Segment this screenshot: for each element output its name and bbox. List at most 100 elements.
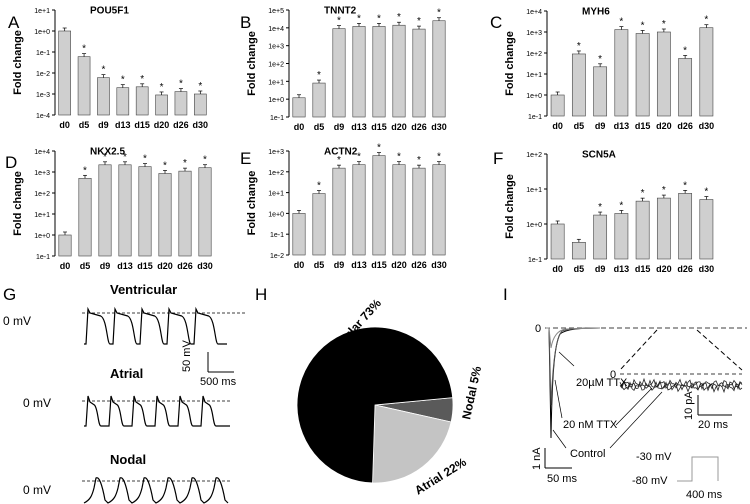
baseline-label-ventricular: 0 mV <box>3 314 31 328</box>
y-tick-label: 1e+1 <box>268 191 284 198</box>
zoom-guide-right <box>696 329 743 371</box>
y-tick-label: 1e+4 <box>34 149 50 156</box>
significance-marker: * <box>123 152 127 163</box>
y-tick-label: 1e+5 <box>268 8 284 15</box>
zoom-guide-left <box>619 329 658 371</box>
y-tick-label: 1e+0 <box>34 233 50 240</box>
bar <box>571 242 586 260</box>
x-tick-label: d30 <box>193 120 209 130</box>
significance-marker: * <box>337 16 341 27</box>
significance-marker: * <box>662 185 666 196</box>
y-tick-label: 1e+2 <box>34 191 50 198</box>
significance-marker: * <box>121 75 125 86</box>
significance-marker: * <box>641 188 645 199</box>
protocol-hold-label: -80 mV <box>632 475 668 487</box>
bar <box>78 178 92 257</box>
panel-g-action-potentials: Ventricular 0 mV 50 mV 500 ms Atrial 0 m… <box>3 282 245 504</box>
bar <box>699 199 714 260</box>
trace-title-nodal: Nodal <box>110 452 146 467</box>
y-tick-label: 1e+0 <box>526 222 542 229</box>
significance-marker: * <box>598 202 602 213</box>
x-tick-label: d15 <box>635 264 651 274</box>
significance-marker: * <box>357 13 361 24</box>
x-tick-label: d15 <box>137 261 153 271</box>
x-tick-label: d5 <box>79 120 90 130</box>
bar <box>174 91 188 116</box>
significance-marker: * <box>82 44 86 55</box>
trace-title-ventricular: Ventricular <box>110 282 177 297</box>
significance-marker: * <box>163 160 167 171</box>
bar <box>678 58 693 117</box>
bar-chart-scn5a: SCN5A Fold change 1e-1 1e+0 1e+1 1e+2 d0 d5 * d9 *… <box>504 150 714 274</box>
bar <box>550 223 565 260</box>
label-control: Control <box>570 448 605 460</box>
ap-trace-nodal <box>83 477 229 504</box>
x-tick-label: d0 <box>294 122 305 132</box>
x-tick-label: d13 <box>115 120 131 130</box>
y-tick-label: 1e+1 <box>34 8 50 15</box>
y-axis-label: Fold change <box>12 171 24 236</box>
x-tick-label: d5 <box>80 261 91 271</box>
y-tick-label: 1e-4 <box>36 113 50 120</box>
bar-chart-tnnt2: TNNT2 Fold change 1e-1 1e+0 1e+1 1e+2 1e+3 1e+4… <box>246 6 447 132</box>
x-tick-label: d15 <box>371 122 387 132</box>
y-axis-label: Fold change <box>504 31 516 96</box>
significance-marker: * <box>662 19 666 30</box>
significance-marker: * <box>683 45 687 56</box>
bar <box>656 197 671 260</box>
x-tick-label: d20 <box>656 121 672 131</box>
bar <box>412 28 426 118</box>
x-tick-label: d26 <box>173 120 189 130</box>
bar <box>135 86 149 116</box>
y-tick-label: 1e+1 <box>526 187 542 194</box>
significance-marker: * <box>598 54 602 65</box>
inset-zero-label: 0 <box>610 369 616 381</box>
chart-title: TNNT2 <box>324 6 357 17</box>
y-tick-label: 1e-1 <box>270 115 284 122</box>
callout-control-inset <box>609 391 663 449</box>
panel-i-sodium-currents: 0 0 10 pA 20 ms 20µM TTX 20 nM TTX Contr… <box>531 323 747 501</box>
current-trace-20nm-ttx <box>546 327 601 406</box>
ap-trace-atrial <box>84 395 230 427</box>
bar <box>77 56 91 116</box>
bar <box>332 167 346 256</box>
x-tick-label: d13 <box>614 264 630 274</box>
panel-letter-g: G <box>3 285 16 304</box>
significance-marker: * <box>619 17 623 28</box>
y-tick-label: 1e+1 <box>268 79 284 86</box>
panel-letter-f: F <box>493 149 503 168</box>
significance-marker: * <box>397 152 401 163</box>
baseline-label-nodal: 0 mV <box>23 483 51 497</box>
panel-letter-b: B <box>240 13 251 32</box>
bar-chart-pou5f1: POU5F1 Fold change 1e-4 1e-3 1e-2 1e-1 1e+0 1e+… <box>12 6 208 130</box>
bar <box>635 33 650 117</box>
x-tick-label: d15 <box>635 121 651 131</box>
significance-marker: * <box>337 155 341 166</box>
scale-label-current: 1 nA <box>531 447 543 470</box>
bar-chart-actn2: ACTN2 Fold change 1e-2 1e-1 1e+0 1e+1 1e+2 1e+3… <box>246 143 447 270</box>
y-tick-label: 1e+2 <box>526 152 542 159</box>
chart-title: ACTN2 <box>324 147 358 158</box>
bar <box>372 155 386 256</box>
x-tick-label: d20 <box>157 261 173 271</box>
x-tick-label: d26 <box>411 122 427 132</box>
significance-marker: * <box>704 187 708 198</box>
chart-title: NKX2.5 <box>90 147 125 158</box>
bar <box>292 213 306 256</box>
inset-current-traces <box>619 377 743 394</box>
label-20um-ttx: 20µM TTX <box>576 377 628 389</box>
bar <box>116 87 130 116</box>
x-tick-label: d9 <box>334 122 345 132</box>
pie-slice <box>296 326 454 484</box>
protocol-duration-label: 400 ms <box>686 489 723 501</box>
y-tick-label: 1e-1 <box>36 50 50 57</box>
x-tick-label: d26 <box>411 260 427 270</box>
y-axis-label: Fold change <box>246 171 258 236</box>
bar <box>118 164 132 257</box>
bar <box>635 200 650 260</box>
pie-label-nodal: Nodal 5% <box>459 365 484 421</box>
significance-marker: * <box>437 8 441 19</box>
bar <box>699 27 714 117</box>
x-tick-label: d30 <box>197 261 213 271</box>
voltage-protocol <box>677 456 719 482</box>
